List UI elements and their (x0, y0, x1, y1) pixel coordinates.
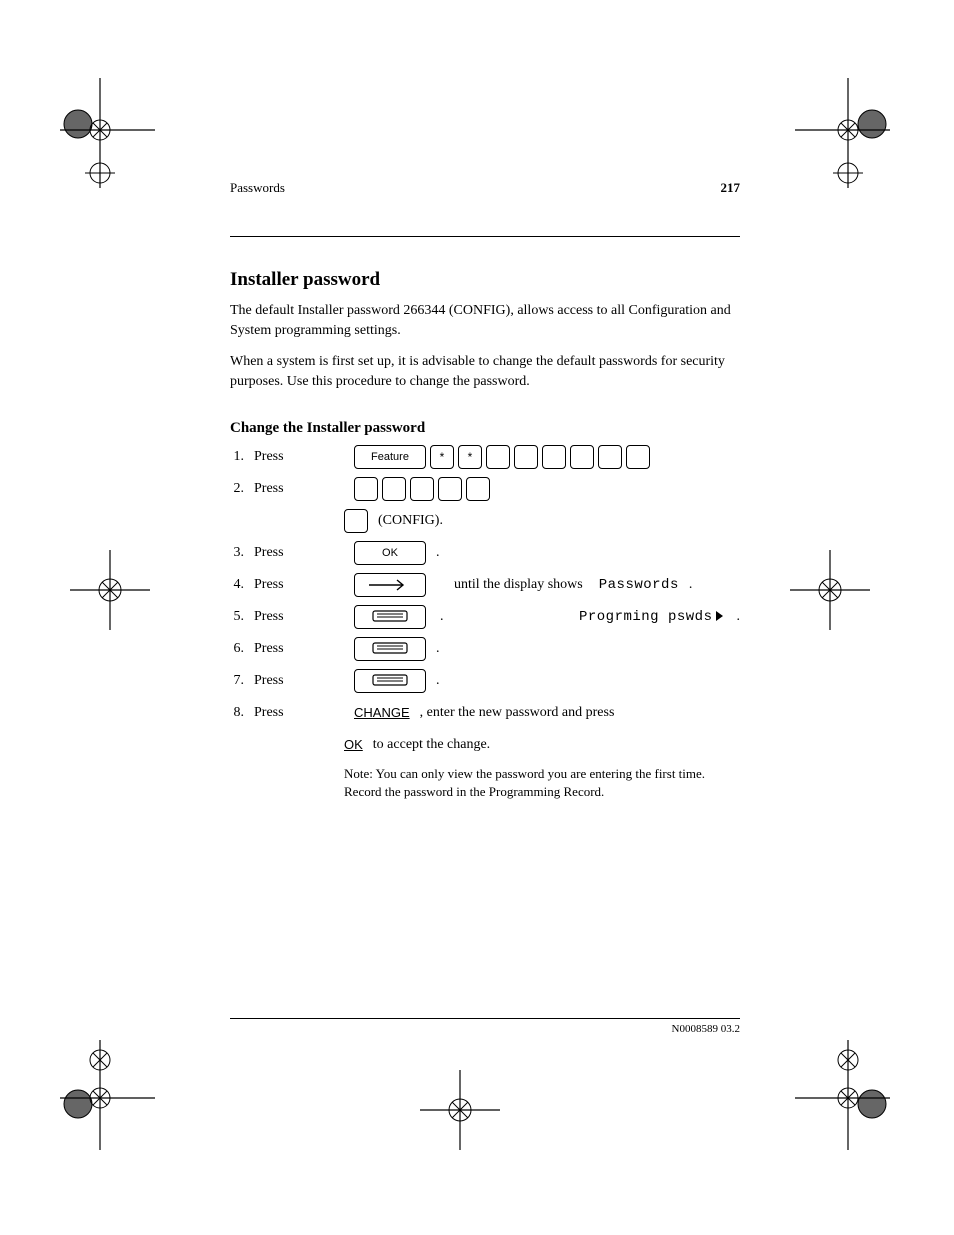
crop-mark-icon (790, 550, 900, 660)
crop-mark-icon (780, 78, 890, 188)
show-key (354, 605, 426, 629)
star-key: * (458, 445, 482, 469)
step-tail-text: . (436, 673, 440, 690)
header-left: Passwords (230, 180, 285, 196)
digit-key (466, 477, 490, 501)
step-row: 4. Press until the display shows Passwor… (230, 573, 740, 597)
step-prompt: Press (254, 609, 344, 626)
step-number: 1. (230, 449, 244, 466)
step-row: 6. Press . (230, 637, 740, 661)
digit-key (438, 477, 462, 501)
digit-key (542, 445, 566, 469)
step-until: until the display shows (454, 577, 583, 594)
feature-key: Feature (354, 445, 426, 469)
step-number: 2. (230, 481, 244, 498)
step-tail-text: . (436, 641, 440, 658)
crop-mark-icon (60, 1040, 170, 1150)
step-prompt: Press (254, 577, 344, 594)
show-key (354, 669, 426, 693)
step-number: 4. (230, 577, 244, 594)
step-tail: (CONFIG). (230, 509, 740, 533)
step-row: 1. Press Feature * * (230, 445, 740, 469)
subheading: Change the Installer password (230, 420, 740, 437)
content-block: Passwords 217 Installer password The def… (230, 180, 740, 802)
step-tail-text: . (737, 609, 741, 626)
page-footer: N0008589 03.2 (230, 1018, 740, 1035)
section-title: Installer password (230, 269, 740, 291)
ok-key: OK (354, 541, 426, 565)
crop-mark-icon (60, 78, 170, 188)
crop-mark-icon (70, 550, 180, 660)
step-prompt: Press (254, 673, 344, 690)
key-sequence: Feature * * (354, 445, 650, 469)
softkey-label: CHANGE (354, 705, 410, 721)
step-row: 2. Press (230, 477, 740, 501)
digit-key (598, 445, 622, 469)
paragraph: The default Installer password 266344 (C… (230, 301, 740, 342)
step-tail-text: to accept the change. (373, 737, 490, 754)
footer-text: N0008589 03.2 (230, 1023, 740, 1035)
step-tail-text: . (689, 577, 693, 594)
display-text-inner: Progrming pswds (579, 609, 713, 625)
step-prompt: Press (254, 641, 344, 658)
digit-key (354, 477, 378, 501)
digit-key (410, 477, 434, 501)
page-header: Passwords 217 (230, 180, 740, 196)
step-number: 3. (230, 545, 244, 562)
step-mid-text: , enter the new password and press (420, 705, 615, 722)
triangle-icon (716, 611, 723, 621)
star-key: * (430, 445, 454, 469)
digit-key (486, 445, 510, 469)
digit-key (344, 509, 368, 533)
step-tail-text: . (436, 545, 440, 562)
display-text: Passwords (599, 577, 679, 594)
softkey-label: OK (344, 737, 363, 753)
step-row: 8. Press CHANGE , enter the new password… (230, 701, 740, 725)
step-row: 5. Press . Progrming pswds . (230, 605, 740, 629)
footer-rule (230, 1018, 740, 1019)
digit-key (570, 445, 594, 469)
step-prompt: Press (254, 481, 344, 498)
page-number: 217 (721, 180, 741, 196)
header-rule (230, 236, 740, 237)
step-row: 7. Press . (230, 669, 740, 693)
crop-mark-icon (420, 1070, 530, 1180)
digit-key (382, 477, 406, 501)
step-note: Note: You can only view the password you… (230, 765, 740, 801)
step-prompt: Press (254, 705, 344, 722)
page: Passwords 217 Installer password The def… (0, 0, 954, 1235)
step-number: 5. (230, 609, 244, 626)
step-prompt: Press (254, 449, 344, 466)
key-sequence (344, 509, 368, 533)
step-row-cont: OK to accept the change. (230, 733, 740, 757)
step-number: 8. (230, 705, 244, 722)
digit-key (514, 445, 538, 469)
step-row: 3. Press OK . (230, 541, 740, 565)
paragraph: When a system is first set up, it is adv… (230, 352, 740, 393)
show-key (354, 637, 426, 661)
key-sequence (354, 477, 490, 501)
digit-key (626, 445, 650, 469)
step-number: 6. (230, 641, 244, 658)
next-key (354, 573, 426, 597)
step-tail-text: . (440, 609, 444, 626)
crop-mark-icon (780, 1040, 890, 1150)
display-text: Progrming pswds (579, 609, 727, 626)
step-prompt: Press (254, 545, 344, 562)
step-tail-text: (CONFIG). (378, 513, 443, 530)
step-number: 7. (230, 673, 244, 690)
